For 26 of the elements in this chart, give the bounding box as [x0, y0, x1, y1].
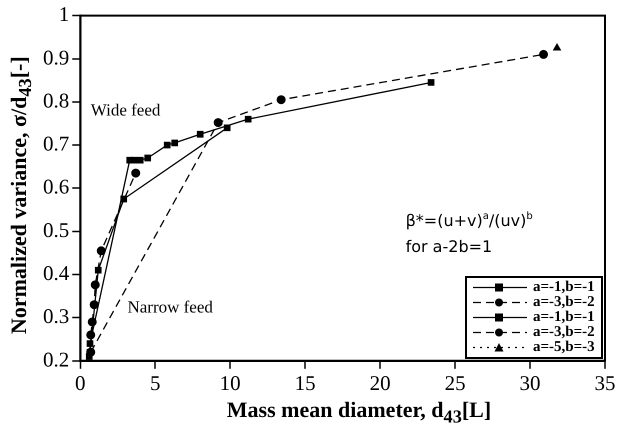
legend-label: a=-1,b=-1 — [533, 278, 595, 295]
x-tick-label: 5 — [150, 370, 160, 395]
x-tick-label: 30 — [520, 370, 541, 395]
y-tick-label: 0.9 — [43, 45, 70, 70]
x-tick-label: 10 — [220, 370, 241, 395]
y-tick-label: 0.4 — [43, 261, 70, 286]
legend-label: a=-3,b=-2 — [533, 324, 595, 340]
y-tick-label: 0.3 — [43, 304, 70, 328]
annotation: Narrow feed — [127, 297, 214, 316]
x-tick-label: 15 — [294, 370, 316, 395]
legend-label: a=-1,b=-1 — [533, 308, 595, 325]
x-tick-label: 35 — [594, 370, 616, 395]
legend-label: a=-3,b=-2 — [533, 294, 595, 310]
x-tick-label: 0 — [75, 370, 86, 395]
y-tick-label: 0.5 — [43, 218, 70, 242]
legend-label: a=-5,b=-3 — [533, 338, 595, 355]
y-tick-label: 0.6 — [43, 174, 70, 199]
y-tick-label: 0.7 — [43, 132, 70, 156]
x-tick-label: 25 — [444, 370, 466, 395]
x-tick-label: 20 — [370, 370, 391, 395]
y-tick-label: 1 — [58, 2, 70, 26]
annotation: for a-2b=1 — [406, 237, 492, 256]
annotation: Wide feed — [90, 100, 161, 120]
y-tick-label: 0.8 — [43, 88, 70, 112]
x-axis-title: Mass mean diameter, d$_{43}$[L] — [226, 397, 492, 428]
y-tick-label: 0.2 — [43, 347, 70, 372]
